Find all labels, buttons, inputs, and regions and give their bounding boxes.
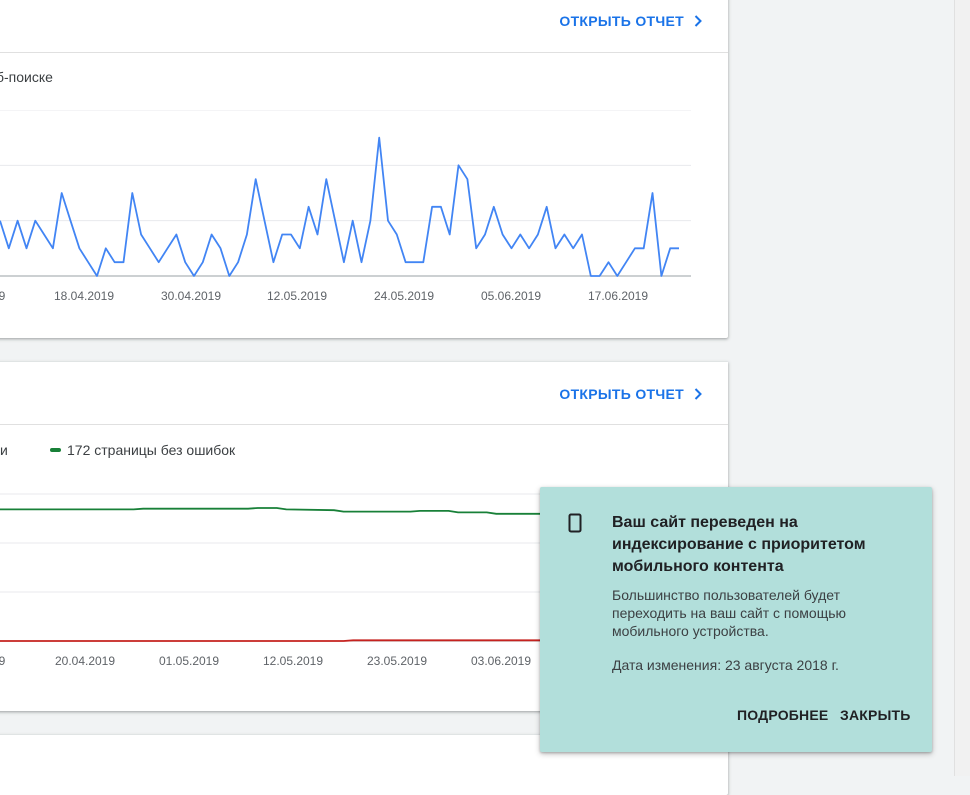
search-performance-chart: 9 18.04.2019 30.04.2019 12.05.2019 24.05.201…	[0, 110, 691, 303]
open-report-label: ОТКРЫТЬ ОТЧЕТ	[559, 13, 684, 29]
x-tick-label: 23.05.2019	[367, 654, 427, 668]
card-header: ОТКРЫТЬ ОТЧЕТ	[0, 0, 728, 53]
x-tick-label: 12.05.2019	[267, 289, 327, 303]
notification-title: Ваш сайт переведен на индексирование с п…	[612, 514, 866, 575]
legend-label: б-поиске	[0, 69, 53, 85]
x-tick-label: 03.06.2019	[471, 654, 531, 668]
chevron-right-icon	[694, 15, 702, 27]
card-header: ОТКРЫТЬ ОТЧЕТ	[0, 362, 728, 425]
notification-body: Большинство пользователей будет переходи…	[612, 587, 847, 639]
legend-swatch	[50, 448, 61, 453]
mobile-usability-chart: 9 20.04.2019 01.05.2019 12.05.2019 23.05.201…	[0, 493, 728, 668]
learn-more-button[interactable]: ПОДРОБНЕЕ	[737, 707, 829, 723]
open-report-button[interactable]: ОТКРЫТЬ ОТЧЕТ	[559, 386, 702, 402]
x-tick-label: 01.05.2019	[159, 654, 219, 668]
x-tick-label: 30.04.2019	[161, 289, 221, 303]
series-line	[0, 639, 544, 642]
x-tick-label: 9	[0, 289, 6, 303]
x-tick-label: 05.06.2019	[481, 289, 541, 303]
x-tick-label: 17.06.2019	[588, 289, 648, 303]
series-line	[0, 507, 544, 515]
chevron-right-icon	[694, 388, 702, 400]
x-tick-label: 9	[0, 654, 6, 668]
x-tick-label: 20.04.2019	[55, 654, 115, 668]
series-line	[0, 136, 679, 277]
close-button[interactable]: ЗАКРЫТЬ	[840, 707, 911, 723]
open-report-button[interactable]: ОТКРЫТЬ ОТЧЕТ	[559, 13, 702, 29]
x-tick-label: 24.05.2019	[374, 289, 434, 303]
search-performance-card: ОТКРЫТЬ ОТЧЕТ б-поиске 9 18.04.2019 30.04.…	[0, 0, 728, 338]
legend-errors: и	[0, 442, 8, 458]
page-scrollbar[interactable]	[954, 0, 970, 776]
smartphone-icon	[568, 513, 582, 533]
x-tick-label: 18.04.2019	[54, 289, 114, 303]
legend-valid: 172 страницы без ошибок	[50, 442, 235, 458]
x-tick-label: 12.05.2019	[263, 654, 323, 668]
mobile-first-indexing-notification: Ваш сайт переведен на индексирование с п…	[540, 487, 932, 752]
chart-legend: б-поиске	[0, 69, 53, 85]
notification-date: Дата изменения: 23 августа 2018 г.	[612, 657, 839, 673]
open-report-label: ОТКРЫТЬ ОТЧЕТ	[559, 386, 684, 402]
legend-label: 172 страницы без ошибок	[67, 442, 236, 458]
legend-label: и	[0, 442, 8, 458]
